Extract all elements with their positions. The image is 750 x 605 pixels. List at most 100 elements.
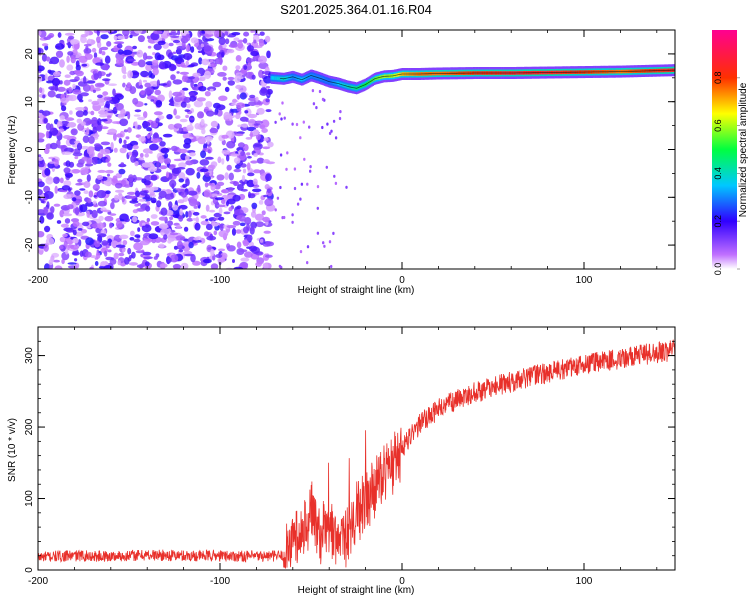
noise-blob bbox=[253, 99, 261, 106]
snr-frame bbox=[37, 326, 676, 571]
noise-blob bbox=[41, 53, 48, 62]
noise-blob bbox=[176, 224, 182, 229]
noise-blob bbox=[264, 198, 274, 207]
colorbar-tick-label: 0.8 bbox=[713, 72, 723, 85]
noise-blob bbox=[129, 34, 133, 39]
noise-blob bbox=[167, 220, 174, 226]
noise-blob bbox=[38, 132, 45, 139]
noise-blob bbox=[154, 89, 161, 96]
noise-blob bbox=[65, 160, 71, 167]
noise-blob bbox=[86, 210, 90, 218]
noise-blob bbox=[67, 122, 77, 128]
noise-blob bbox=[172, 51, 177, 54]
noise-blob bbox=[216, 181, 225, 186]
noise-blob bbox=[79, 188, 86, 191]
noise-blob bbox=[38, 75, 43, 83]
noise-blob bbox=[150, 99, 155, 102]
noise-blob bbox=[242, 38, 248, 44]
noise-blob bbox=[246, 152, 251, 156]
noise-blob bbox=[93, 73, 99, 80]
noise-blob bbox=[262, 216, 270, 223]
noise-blob bbox=[81, 156, 89, 161]
noise-blob bbox=[94, 261, 99, 266]
colorbar-label: Normalized spectral amplitude bbox=[738, 82, 749, 217]
noise-blob bbox=[193, 100, 204, 108]
noise-blob bbox=[186, 103, 191, 109]
noise-blob bbox=[146, 95, 155, 100]
noise-blob bbox=[217, 156, 222, 164]
spectrogram-noise bbox=[38, 30, 348, 269]
noise-blob bbox=[265, 109, 272, 113]
noise-blob bbox=[197, 184, 201, 193]
noise-blob bbox=[139, 84, 144, 89]
noise-blob bbox=[59, 80, 63, 85]
noise-blob bbox=[267, 141, 274, 148]
noise-blob bbox=[104, 215, 114, 222]
noise-blob bbox=[186, 217, 194, 222]
noise-speckle bbox=[330, 129, 333, 133]
noise-blob bbox=[191, 239, 202, 243]
noise-blob bbox=[120, 108, 126, 117]
noise-blob bbox=[259, 31, 265, 36]
noise-blob bbox=[54, 185, 58, 194]
noise-blob bbox=[64, 147, 74, 153]
noise-blob bbox=[144, 103, 148, 106]
noise-blob bbox=[112, 88, 116, 97]
noise-blob bbox=[190, 254, 196, 263]
noise-blob bbox=[115, 244, 126, 248]
noise-blob bbox=[85, 80, 96, 84]
noise-blob bbox=[196, 201, 200, 206]
noise-blob bbox=[44, 225, 51, 233]
noise-blob bbox=[100, 261, 109, 267]
noise-blob bbox=[99, 114, 108, 118]
noise-speckle bbox=[291, 213, 294, 217]
noise-blob bbox=[118, 234, 129, 240]
colorbar-ticks: 0.0 0.2 0.4 0.6 0.8 bbox=[713, 72, 740, 275]
noise-blob bbox=[60, 97, 69, 104]
noise-blob bbox=[214, 197, 225, 201]
noise-blob bbox=[56, 86, 66, 92]
noise-blob bbox=[38, 109, 44, 114]
noise-blob bbox=[143, 256, 154, 260]
noise-blob bbox=[252, 129, 259, 136]
noise-blob bbox=[254, 213, 264, 221]
noise-blob bbox=[200, 43, 204, 48]
noise-blob bbox=[48, 161, 56, 164]
noise-blob bbox=[70, 244, 80, 250]
noise-blob bbox=[52, 71, 61, 77]
noise-blob bbox=[63, 135, 71, 139]
noise-blob bbox=[151, 59, 159, 66]
noise-blob bbox=[246, 162, 251, 171]
noise-blob bbox=[72, 229, 77, 236]
noise-blob bbox=[179, 118, 188, 123]
noise-blob bbox=[188, 117, 195, 121]
noise-blob bbox=[172, 214, 180, 219]
noise-speckle bbox=[299, 136, 302, 140]
noise-blob bbox=[206, 110, 215, 117]
noise-blob bbox=[85, 163, 94, 167]
noise-blob bbox=[60, 223, 69, 228]
noise-blob bbox=[114, 41, 125, 45]
noise-blob bbox=[125, 111, 129, 116]
noise-blob bbox=[91, 47, 97, 53]
noise-blob bbox=[65, 172, 73, 178]
noise-blob bbox=[113, 147, 118, 153]
noise-speckle bbox=[328, 131, 332, 135]
colorbar-tick-label: 0.4 bbox=[713, 167, 723, 180]
noise-blob bbox=[247, 172, 255, 177]
noise-blob bbox=[126, 195, 136, 199]
noise-blob bbox=[187, 190, 198, 196]
noise-blob bbox=[113, 35, 118, 40]
noise-blob bbox=[138, 198, 147, 202]
noise-blob bbox=[241, 174, 246, 182]
noise-blob bbox=[142, 251, 152, 256]
noise-blob bbox=[136, 208, 146, 212]
ridge-core bbox=[273, 76, 275, 80]
noise-blob bbox=[100, 118, 108, 122]
noise-blob bbox=[180, 262, 189, 269]
noise-blob bbox=[171, 167, 182, 174]
noise-blob bbox=[235, 113, 241, 120]
noise-blob bbox=[38, 231, 45, 238]
noise-blob bbox=[102, 209, 111, 213]
noise-blob bbox=[98, 110, 107, 115]
